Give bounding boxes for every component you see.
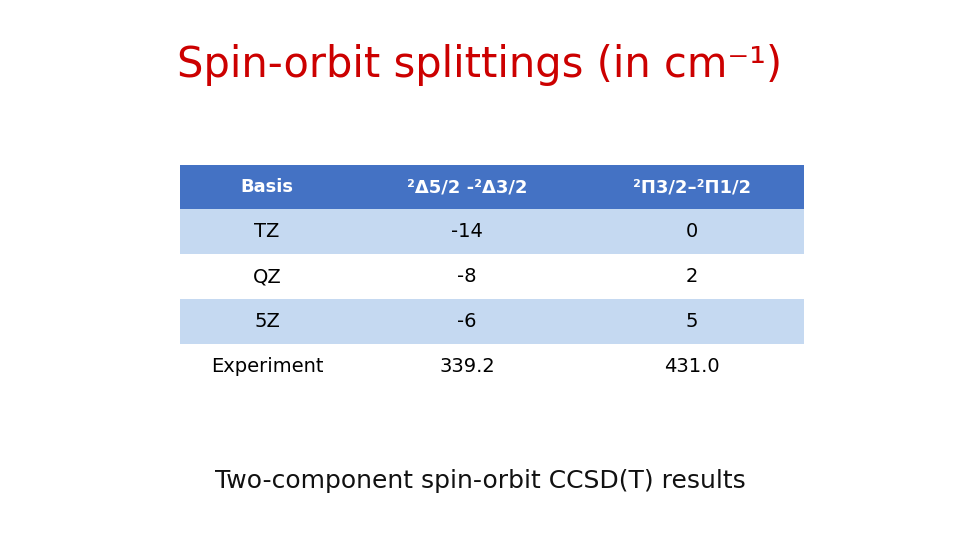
Bar: [580, 344, 804, 389]
Bar: [180, 344, 354, 389]
Bar: [354, 254, 580, 299]
Text: TZ: TZ: [254, 222, 279, 241]
Text: -14: -14: [451, 222, 483, 241]
Text: ²Π3/2–²Π1/2: ²Π3/2–²Π1/2: [633, 178, 751, 196]
Text: -8: -8: [457, 267, 477, 286]
Bar: [180, 165, 354, 210]
Text: Two-component spin-orbit CCSD(T) results: Two-component spin-orbit CCSD(T) results: [215, 469, 745, 492]
Text: QZ: QZ: [252, 267, 281, 286]
Text: Spin-orbit splittings (in cm⁻¹): Spin-orbit splittings (in cm⁻¹): [178, 44, 782, 86]
Text: 431.0: 431.0: [664, 357, 720, 376]
Text: ²Δ5/2 -²Δ3/2: ²Δ5/2 -²Δ3/2: [407, 178, 527, 196]
Text: 5Z: 5Z: [254, 312, 280, 331]
Bar: [354, 210, 580, 254]
Text: 5: 5: [685, 312, 698, 331]
Bar: [354, 165, 580, 210]
Bar: [180, 299, 354, 344]
Bar: [180, 254, 354, 299]
Bar: [580, 299, 804, 344]
Text: -6: -6: [457, 312, 477, 331]
Bar: [180, 210, 354, 254]
Bar: [580, 254, 804, 299]
Text: 339.2: 339.2: [439, 357, 494, 376]
Bar: [354, 299, 580, 344]
Text: Basis: Basis: [241, 178, 294, 196]
Bar: [354, 344, 580, 389]
Text: 0: 0: [685, 222, 698, 241]
Bar: [580, 210, 804, 254]
Bar: [580, 165, 804, 210]
Text: Experiment: Experiment: [211, 357, 324, 376]
Text: 2: 2: [685, 267, 698, 286]
